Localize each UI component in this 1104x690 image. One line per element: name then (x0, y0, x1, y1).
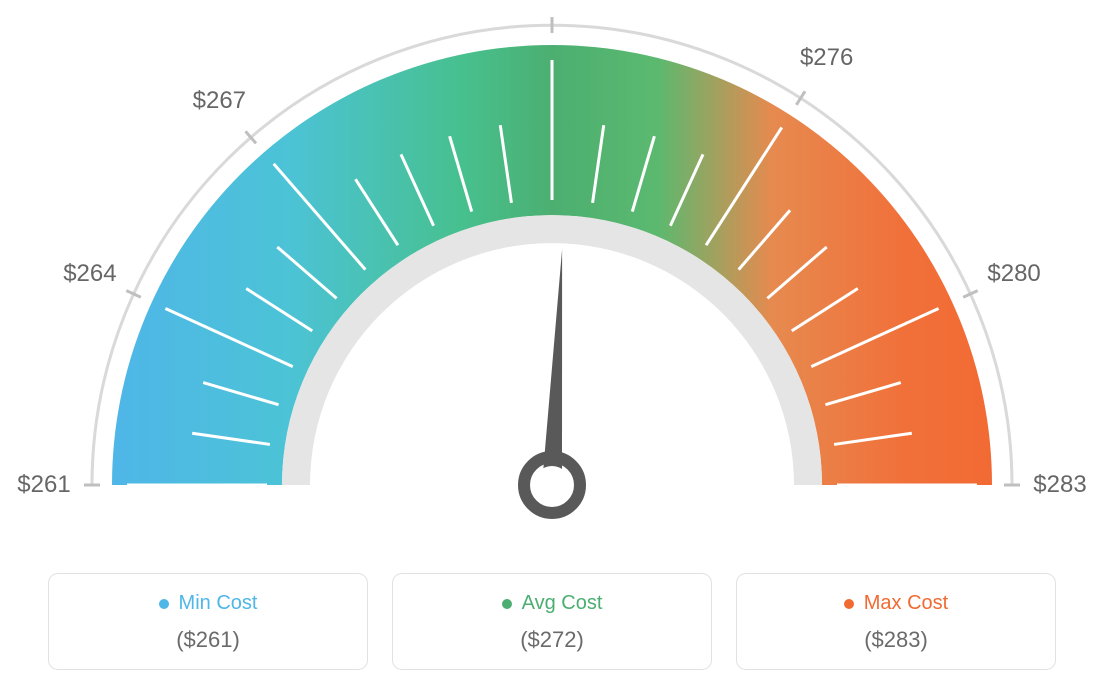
gauge-tick-label: $267 (193, 87, 246, 115)
gauge-svg (0, 0, 1104, 560)
legend-label: Avg Cost (522, 592, 603, 615)
legend-card-max: Max Cost ($283) (736, 573, 1056, 670)
gauge-tick-label: $264 (63, 260, 116, 288)
dot-icon (502, 599, 512, 609)
legend-value-min: ($261) (59, 627, 357, 653)
legend-value-max: ($283) (747, 627, 1045, 653)
legend-label: Min Cost (179, 592, 258, 615)
legend-title-avg: Avg Cost (502, 592, 603, 615)
legend-card-avg: Avg Cost ($272) (392, 573, 712, 670)
cost-gauge: $261$264$267$272$276$280$283 (0, 0, 1104, 560)
dot-icon (844, 599, 854, 609)
gauge-tick-label: $276 (800, 44, 853, 72)
legend-label: Max Cost (864, 592, 948, 615)
gauge-tick-label: $261 (17, 471, 70, 499)
gauge-tick-label: $280 (987, 260, 1040, 288)
legend-row: Min Cost ($261) Avg Cost ($272) Max Cost… (0, 573, 1104, 670)
legend-title-max: Max Cost (844, 592, 948, 615)
dot-icon (159, 599, 169, 609)
gauge-tick-label: $283 (1033, 471, 1086, 499)
legend-value-avg: ($272) (403, 627, 701, 653)
legend-title-min: Min Cost (159, 592, 258, 615)
legend-card-min: Min Cost ($261) (48, 573, 368, 670)
